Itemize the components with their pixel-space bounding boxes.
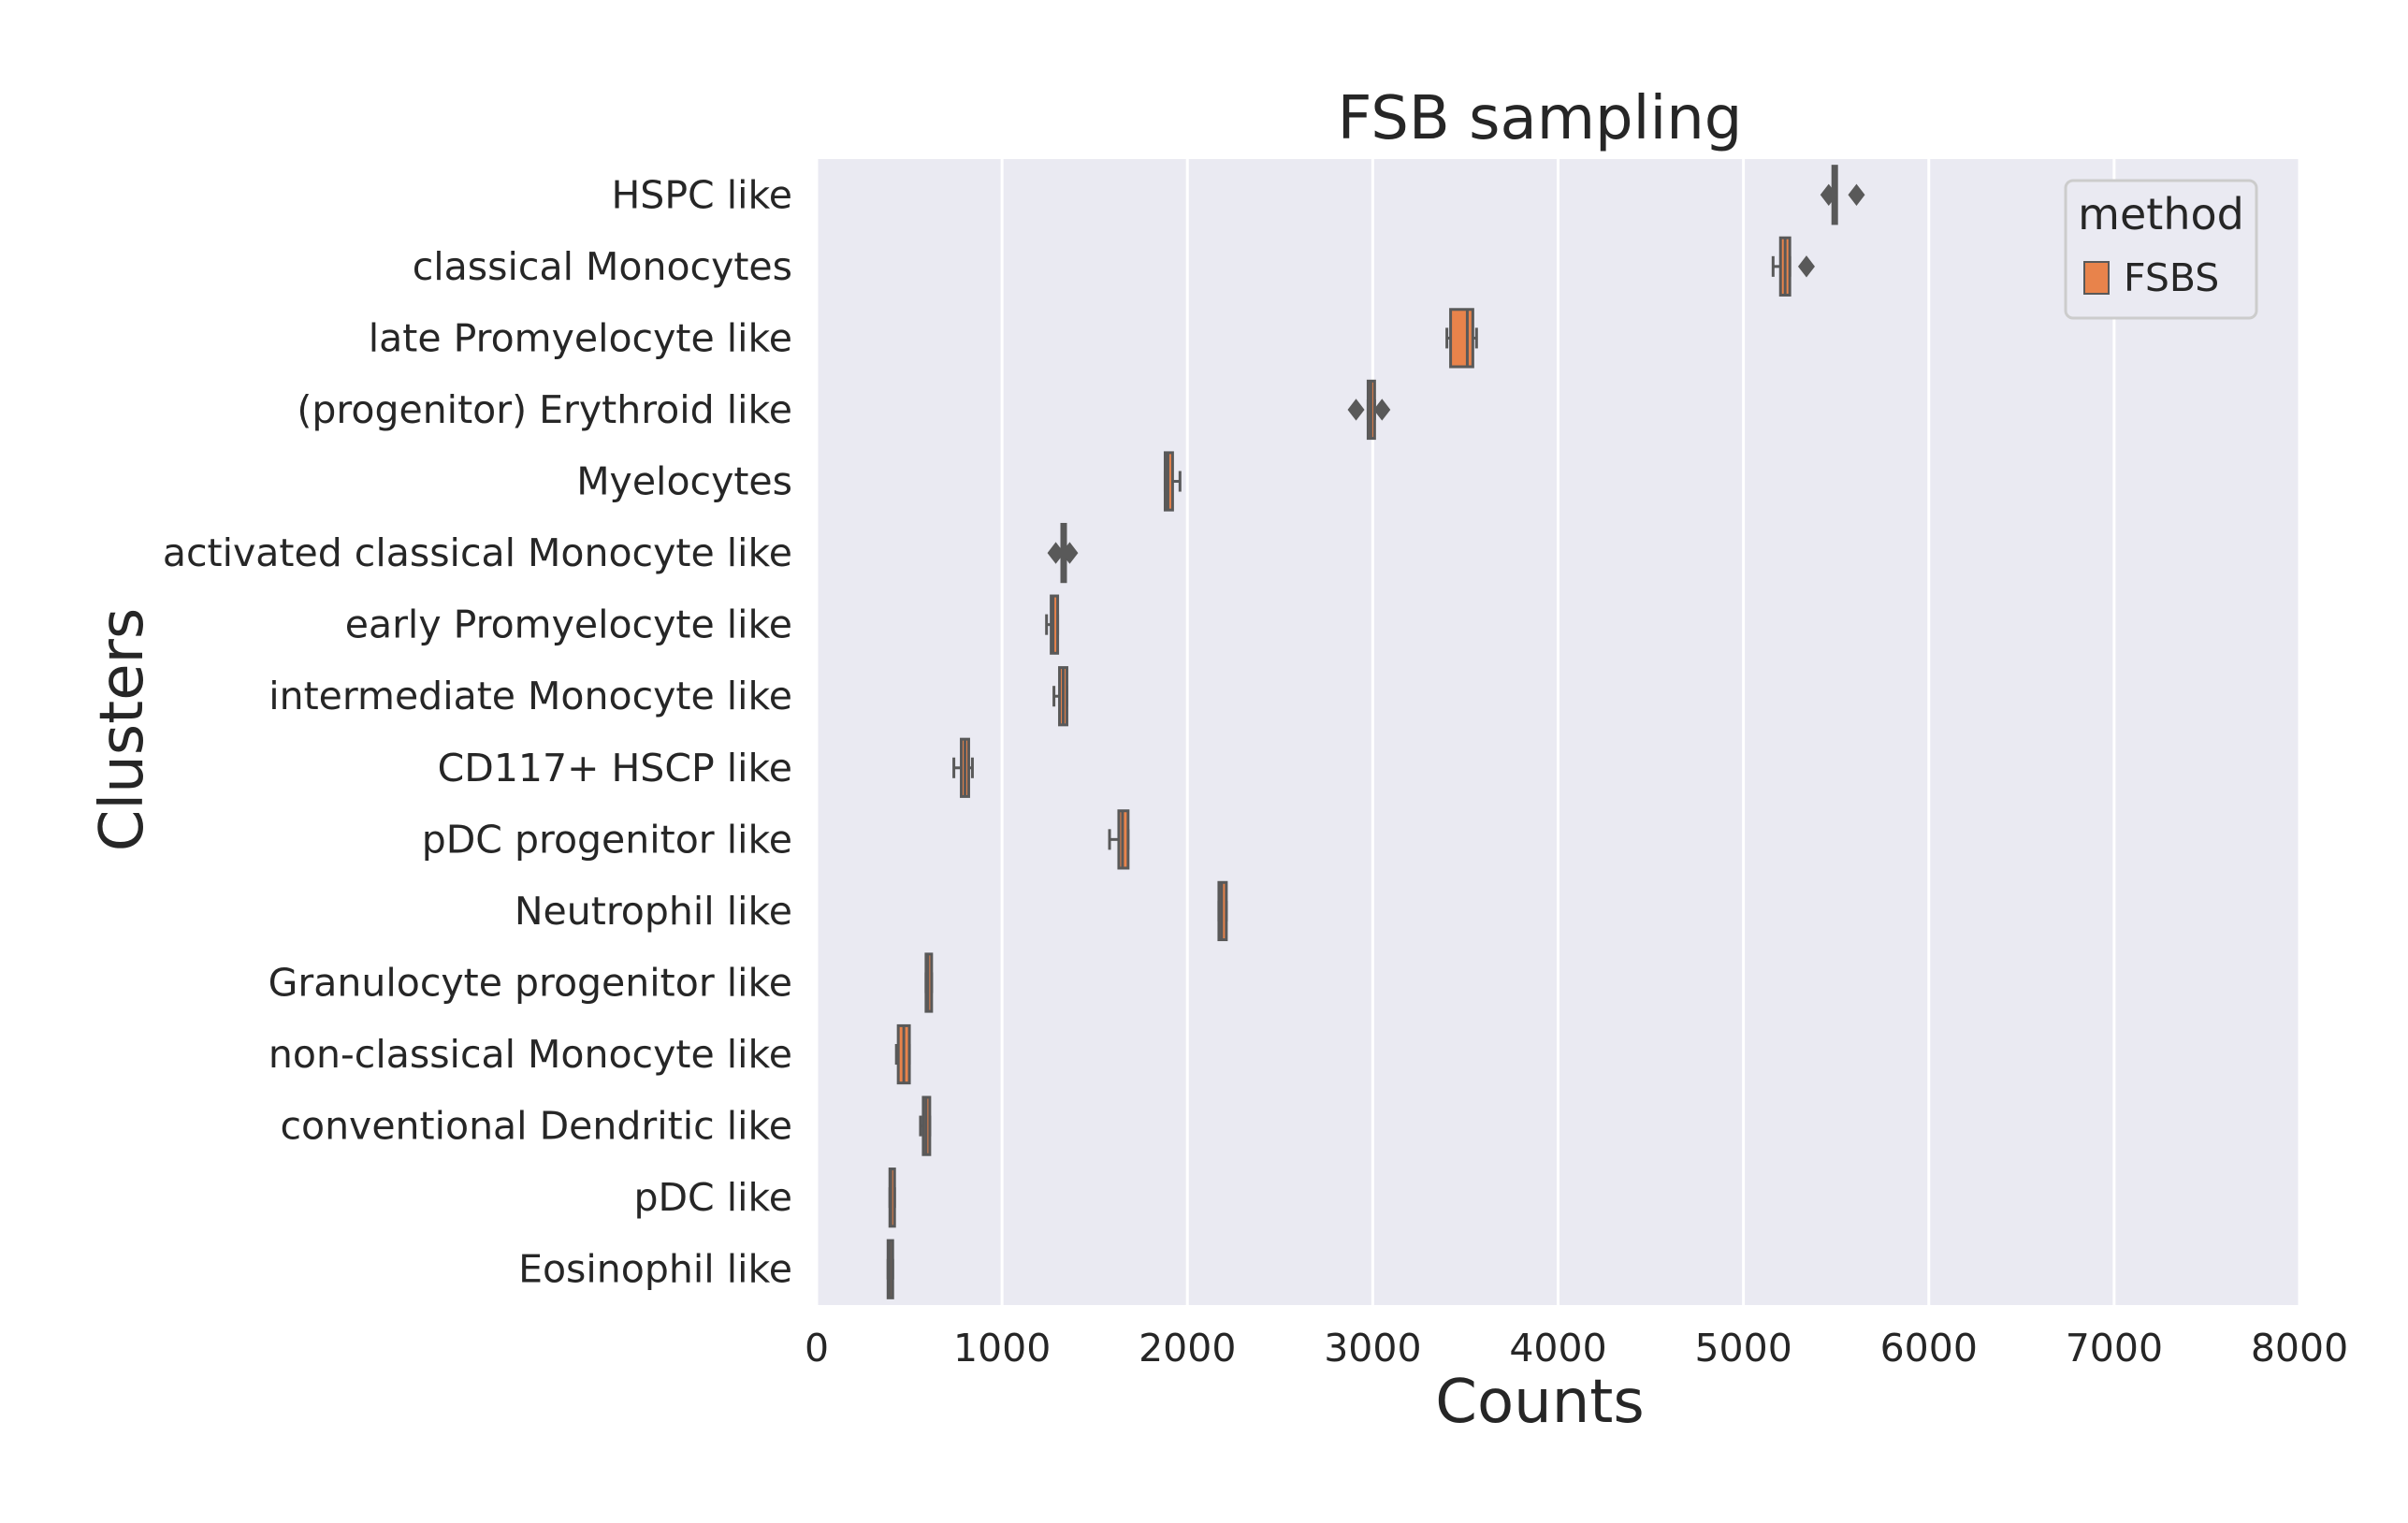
y-tick-label: CD117+ HSCP like — [438, 746, 792, 791]
box-group — [894, 1023, 911, 1085]
y-tick-label: activated classical Monocyte like — [163, 530, 792, 575]
y-tick-label: early Promyelocyte like — [345, 602, 792, 647]
y-tick-label: pDC progenitor like — [422, 817, 792, 862]
legend-frame — [2064, 179, 2258, 320]
outlier-point — [1373, 399, 1391, 421]
y-tick-label: (progenitor) Erythroid like — [297, 387, 792, 432]
y-tick-label: classical Monocytes — [413, 244, 792, 289]
box-group — [952, 737, 974, 798]
boxes — [886, 165, 1865, 1299]
x-tick-label: 2000 — [1139, 1326, 1236, 1371]
legend-title: method — [2078, 189, 2244, 239]
x-axis-label: Counts — [1435, 1368, 1644, 1437]
x-tick-label: 8000 — [2251, 1326, 2348, 1371]
y-tick-label: late Promyelocyte like — [369, 315, 792, 360]
x-tick-label: 0 — [805, 1326, 829, 1371]
box-group — [1347, 379, 1391, 441]
box-group — [1108, 809, 1130, 870]
legend-swatch-fsbs — [2083, 261, 2110, 295]
box-group — [1045, 594, 1060, 655]
box-group — [919, 1095, 932, 1156]
x-tick-label: 3000 — [1324, 1326, 1421, 1371]
grid-lines — [815, 159, 2301, 1305]
outlier-point — [1047, 542, 1065, 564]
legend: method FSBS — [2064, 179, 2258, 320]
outlier-point — [1347, 399, 1365, 421]
y-axis-label: Clusters — [88, 608, 157, 852]
outlier-point — [1797, 255, 1815, 278]
x-tick-label: 1000 — [953, 1326, 1051, 1371]
outlier-point — [1061, 542, 1079, 564]
x-tick-label: 4000 — [1509, 1326, 1606, 1371]
box-group — [1052, 666, 1068, 727]
box-group — [886, 1239, 894, 1299]
y-tick-label: pDC like — [633, 1175, 792, 1220]
y-tick-label: non-classical Monocyte like — [268, 1032, 792, 1077]
box-group — [1445, 308, 1478, 369]
box-group — [1163, 451, 1182, 512]
x-tick-label: 5000 — [1694, 1326, 1791, 1371]
x-tick-label: 6000 — [1880, 1326, 1978, 1371]
tick-labels: 0 1000 2000 3000 4000 5000 6000 7000 8000 HSPC li… — [163, 172, 2348, 1371]
y-tick-label: Neutrophil like — [515, 889, 792, 934]
y-tick-label: HSPC like — [611, 172, 792, 217]
box-group — [924, 952, 934, 1013]
box-group — [1217, 880, 1228, 942]
box-iqr — [1449, 308, 1474, 369]
legend-entry-fsbs: FSBS — [2124, 255, 2219, 300]
box-group — [1771, 236, 1815, 297]
outlier-point — [1820, 183, 1837, 206]
y-tick-label: intermediate Monocyte like — [268, 674, 792, 718]
y-tick-label: Eosinophil like — [518, 1247, 792, 1292]
chart-title: FSB sampling — [1338, 84, 1743, 153]
y-tick-label: conventional Dendritic like — [280, 1104, 792, 1149]
box-group — [888, 1168, 896, 1228]
outlier-point — [1848, 183, 1865, 206]
y-tick-label: Myelocytes — [576, 459, 792, 504]
y-tick-label: Granulocyte progenitor like — [268, 960, 792, 1005]
box-group — [1820, 165, 1865, 225]
box-group — [1047, 522, 1079, 584]
x-tick-label: 7000 — [2066, 1326, 2163, 1371]
